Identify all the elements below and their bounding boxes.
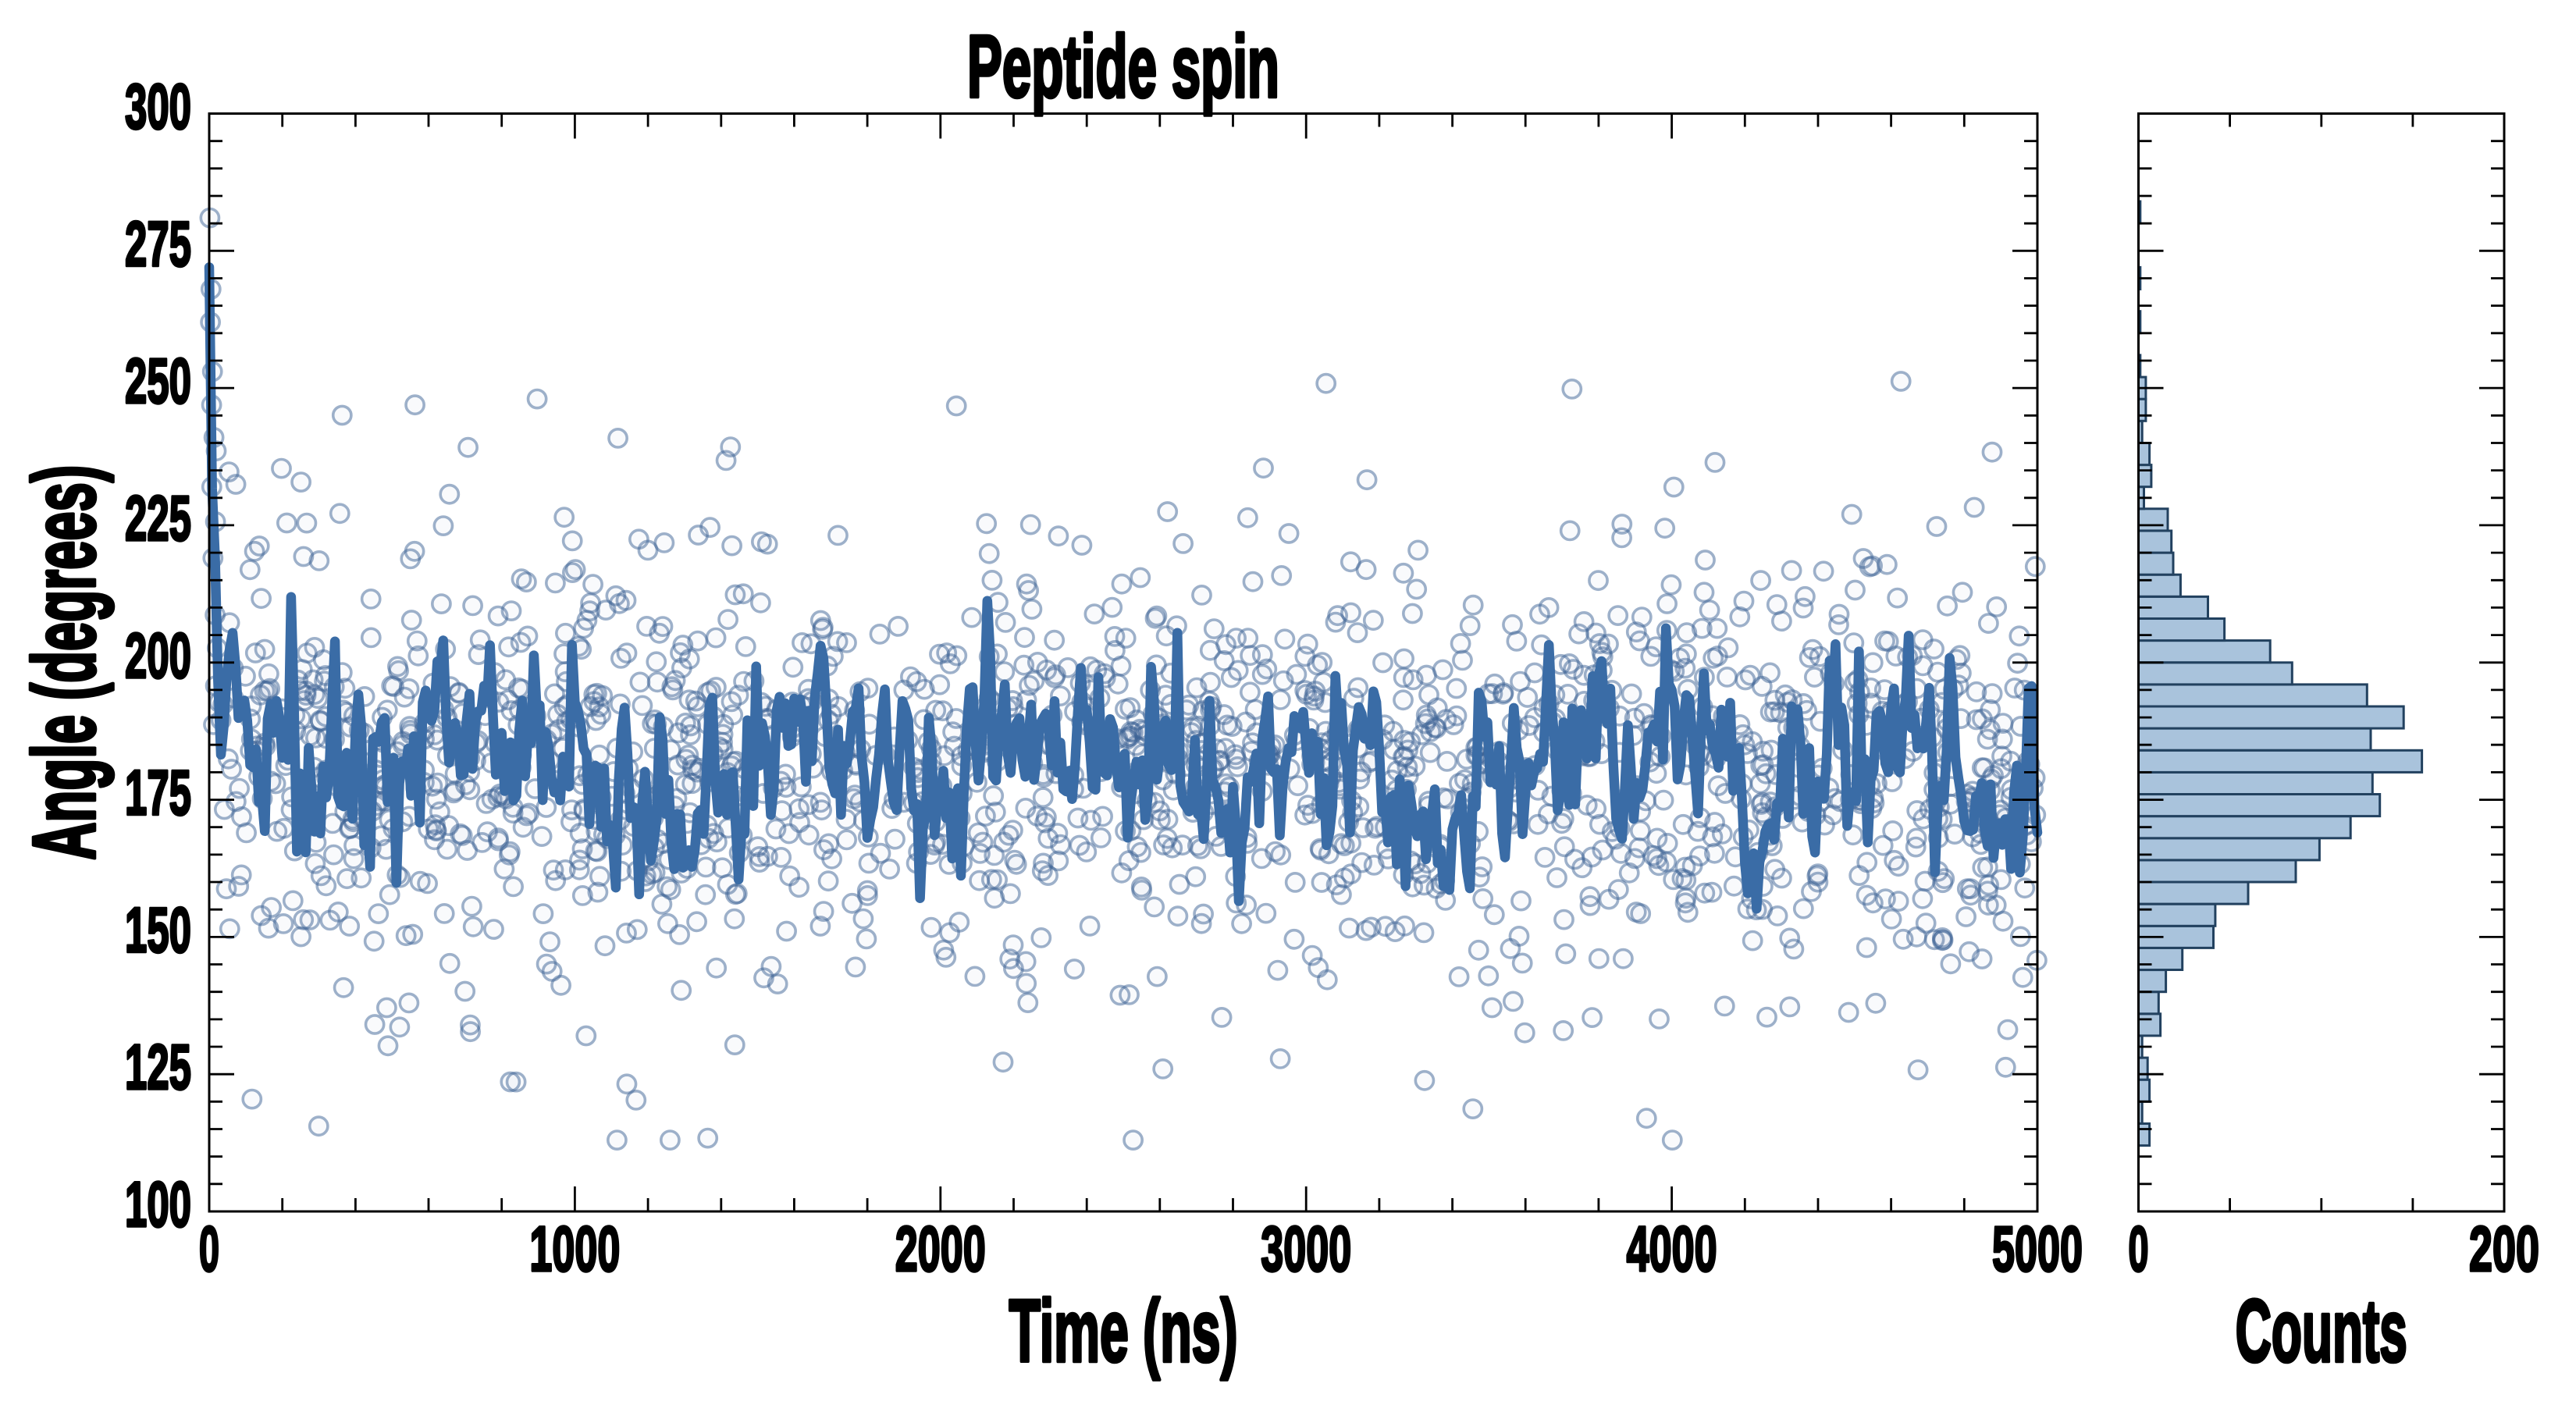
svg-text:200: 200 <box>2469 1214 2539 1285</box>
svg-text:2000: 2000 <box>895 1214 986 1285</box>
svg-text:Peptide spin: Peptide spin <box>967 17 1279 116</box>
svg-text:225: 225 <box>125 483 191 554</box>
svg-text:250: 250 <box>125 346 191 417</box>
svg-text:150: 150 <box>125 895 191 966</box>
svg-text:200: 200 <box>125 621 191 692</box>
svg-text:5000: 5000 <box>1992 1214 2083 1285</box>
svg-text:175: 175 <box>125 758 191 829</box>
svg-text:125: 125 <box>125 1032 191 1103</box>
svg-text:0: 0 <box>2129 1214 2149 1285</box>
svg-text:100: 100 <box>125 1169 191 1240</box>
svg-text:Angle (degrees): Angle (degrees) <box>15 465 113 860</box>
svg-text:3000: 3000 <box>1261 1214 1351 1285</box>
svg-text:Time (ns): Time (ns) <box>1009 1282 1238 1380</box>
svg-text:Counts: Counts <box>2236 1282 2407 1380</box>
svg-text:275: 275 <box>125 208 191 279</box>
svg-text:1000: 1000 <box>529 1214 620 1285</box>
svg-text:4000: 4000 <box>1627 1214 1717 1285</box>
svg-text:0: 0 <box>199 1214 219 1285</box>
svg-text:300: 300 <box>125 72 191 143</box>
